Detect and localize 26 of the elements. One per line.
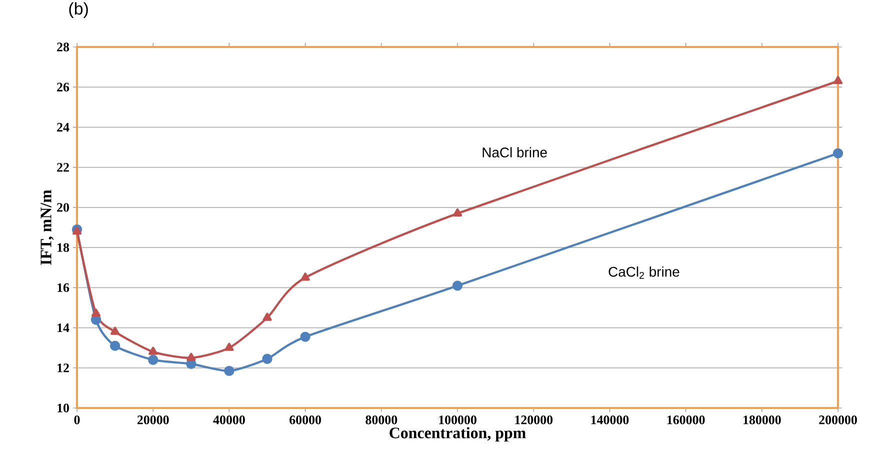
x-tick-label: 140000 bbox=[591, 416, 629, 424]
y-tick-label: 14 bbox=[58, 324, 70, 332]
y-tick-label: 28 bbox=[57, 42, 70, 52]
y-tick-label: 12 bbox=[58, 364, 69, 372]
x-tick-label: 180000 bbox=[744, 416, 781, 424]
y-tick-label: 18 bbox=[58, 243, 70, 252]
x-tick-label: 60000 bbox=[290, 416, 321, 424]
y-tick-label: 10 bbox=[58, 404, 69, 412]
y-tick-label: 16 bbox=[58, 283, 70, 292]
series-label: NaCl brine bbox=[482, 147, 547, 158]
x-tick-label: 200000 bbox=[819, 416, 857, 424]
x-tick-label: 80000 bbox=[366, 416, 398, 424]
y-tick-label: 22 bbox=[57, 163, 69, 172]
text: CaCl$_{2}$ brine bbox=[608, 266, 680, 279]
x-tick-label: 120000 bbox=[515, 416, 553, 424]
x-tick-label: 20000 bbox=[137, 416, 169, 424]
y-tick-label: 24 bbox=[57, 122, 70, 132]
y-tick-label: 20 bbox=[57, 203, 69, 212]
y-tick-label: 26 bbox=[57, 82, 70, 92]
y-axis-title: IFT, mN/m bbox=[40, 190, 54, 265]
x-tick-label: 40000 bbox=[213, 416, 245, 424]
chart-title: (b) bbox=[69, 2, 88, 18]
x-tick-label: 0 bbox=[74, 416, 80, 424]
x-tick-label: 100000 bbox=[439, 416, 476, 424]
x-axis-title: Concentration, ppm bbox=[390, 427, 526, 442]
x-tick-label: 160000 bbox=[667, 416, 705, 424]
